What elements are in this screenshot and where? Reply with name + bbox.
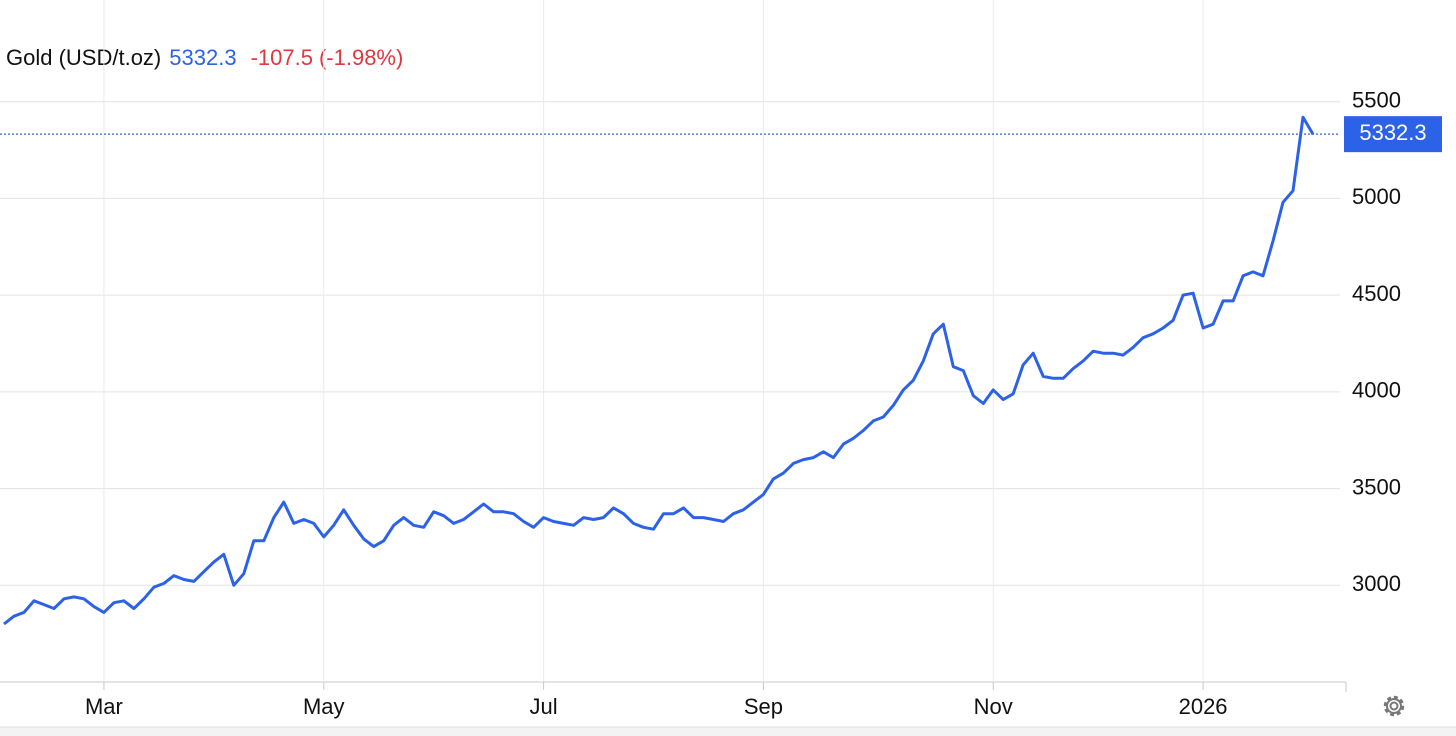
x-tick-label: Jul (530, 694, 558, 719)
x-tick-label: 2026 (1179, 694, 1228, 719)
y-tick-label: 5000 (1352, 184, 1401, 209)
x-tick-label: Mar (85, 694, 123, 719)
x-tick-label: Nov (974, 694, 1013, 719)
x-tick-label: Sep (744, 694, 783, 719)
y-tick-label: 3500 (1352, 474, 1401, 499)
price: 5332.3 (169, 45, 236, 70)
change: -107.5 (251, 45, 313, 70)
settings-icon[interactable] (1383, 695, 1405, 717)
x-tick-label: May (303, 694, 345, 719)
price-line (3, 115, 1315, 626)
y-tick-label: 4500 (1352, 281, 1401, 306)
y-tick-label: 5500 (1352, 88, 1401, 113)
y-tick-label: 3000 (1352, 571, 1401, 596)
change-pct: (-1.98%) (319, 45, 403, 70)
y-tick-label: 4000 (1352, 378, 1401, 403)
chart-title: Gold (USD/t.oz) (6, 45, 161, 70)
price-box (1344, 116, 1442, 153)
price-box-label: 5332.3 (1359, 120, 1426, 145)
header: Gold (USD/t.oz) 5332.3 -107.5 (-1.98%) (6, 45, 403, 70)
footer-bar (0, 727, 1456, 736)
